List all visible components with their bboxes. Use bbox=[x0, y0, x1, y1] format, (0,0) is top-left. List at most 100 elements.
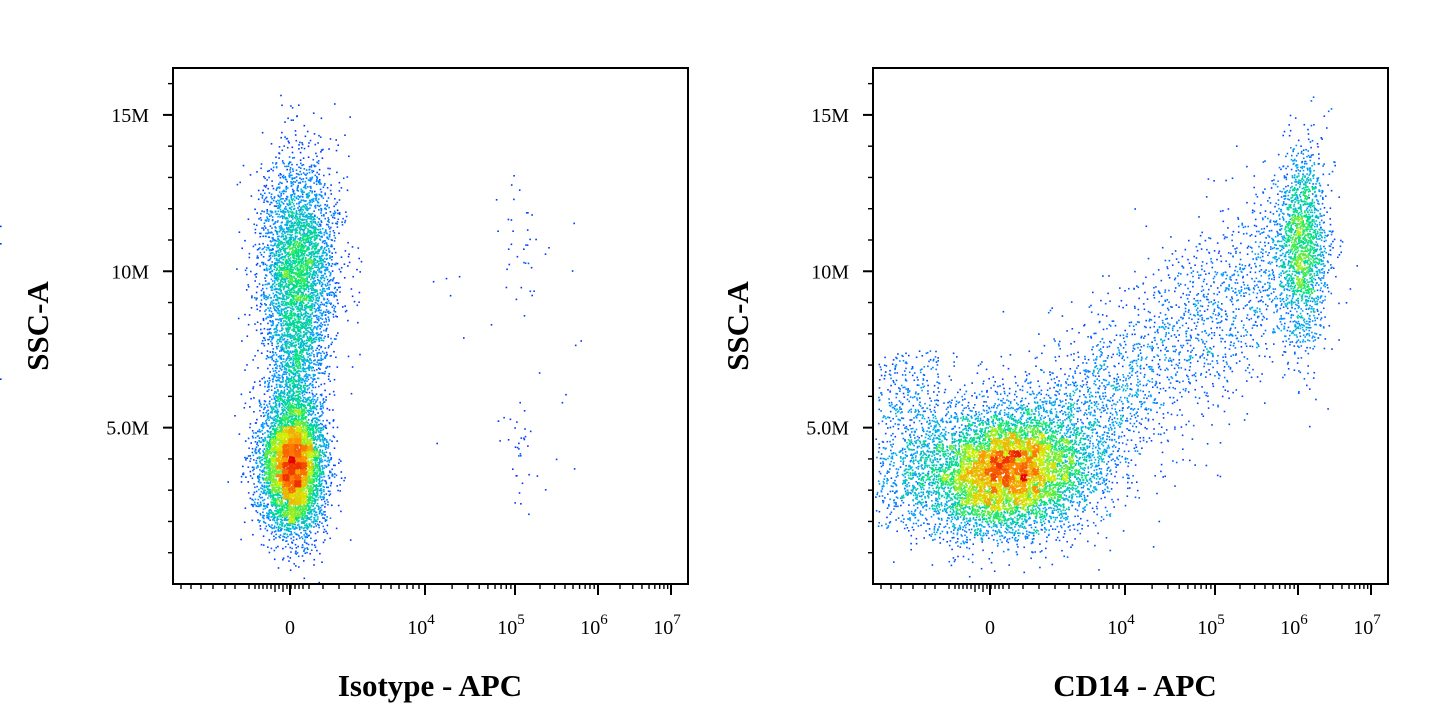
event-dot bbox=[285, 226, 288, 229]
event-dot bbox=[300, 190, 302, 192]
event-dot bbox=[292, 525, 295, 528]
event-dot bbox=[260, 193, 262, 195]
event-dot bbox=[286, 331, 289, 334]
event-dot bbox=[302, 356, 304, 359]
event-dot bbox=[307, 548, 309, 550]
event-dot bbox=[282, 322, 284, 324]
event-dot bbox=[348, 253, 350, 255]
event-dot bbox=[262, 444, 264, 447]
event-dot bbox=[261, 340, 264, 342]
event-dot bbox=[266, 512, 268, 514]
event-dot bbox=[316, 347, 318, 349]
event-dot bbox=[311, 223, 313, 225]
event-dot bbox=[303, 385, 305, 387]
event-dot bbox=[289, 341, 292, 344]
event-dot bbox=[275, 274, 277, 276]
event-dot bbox=[324, 424, 327, 427]
event-dot bbox=[262, 492, 264, 495]
event-dot bbox=[319, 461, 321, 463]
event-dot bbox=[304, 180, 307, 183]
event-dot bbox=[304, 364, 306, 366]
event-dot bbox=[275, 405, 277, 408]
event-dot bbox=[320, 151, 322, 153]
event-dot bbox=[290, 358, 293, 360]
event-dot bbox=[322, 525, 325, 528]
event-dot bbox=[290, 231, 292, 233]
event-dot bbox=[296, 189, 298, 191]
event-dot bbox=[274, 309, 276, 311]
event-dot bbox=[329, 245, 332, 248]
event-dot bbox=[282, 354, 285, 357]
event-dot bbox=[267, 246, 270, 249]
event-dot bbox=[309, 220, 312, 223]
event-dot bbox=[316, 418, 318, 420]
event-dot bbox=[306, 329, 309, 332]
event-dot bbox=[298, 173, 300, 176]
event-dot bbox=[312, 287, 315, 290]
event-dot bbox=[249, 460, 251, 463]
event-dot bbox=[292, 372, 294, 375]
event-dot bbox=[273, 268, 276, 271]
event-dot bbox=[273, 257, 276, 260]
event-dot bbox=[289, 174, 291, 177]
event-dot bbox=[307, 197, 309, 199]
event-dot bbox=[296, 229, 299, 231]
event-dot bbox=[261, 227, 263, 229]
event-dot bbox=[273, 513, 276, 516]
event-dot bbox=[318, 465, 321, 467]
event-dot bbox=[248, 447, 250, 449]
event-dot bbox=[306, 391, 308, 394]
event-dot bbox=[286, 378, 288, 380]
event-dot bbox=[533, 290, 535, 292]
event-dot bbox=[282, 255, 284, 258]
event-dot bbox=[291, 146, 294, 149]
event-dot bbox=[321, 263, 323, 266]
event-dot bbox=[300, 227, 302, 229]
event-dot bbox=[301, 143, 304, 146]
event-dot bbox=[336, 262, 339, 265]
event-dot bbox=[297, 308, 299, 310]
event-dot bbox=[314, 274, 317, 277]
event-dot bbox=[281, 406, 283, 409]
event-dot bbox=[287, 398, 290, 401]
event-dot bbox=[296, 308, 298, 310]
event-dot bbox=[449, 294, 452, 297]
event-dot bbox=[323, 184, 326, 187]
event-dot bbox=[299, 216, 301, 218]
event-dot bbox=[292, 388, 294, 391]
event-dot bbox=[327, 310, 330, 312]
event-dot bbox=[270, 265, 272, 267]
event-dot bbox=[270, 516, 272, 518]
event-dot bbox=[296, 314, 298, 316]
event-dot bbox=[290, 345, 293, 348]
event-dot bbox=[255, 505, 258, 507]
event-dot bbox=[284, 517, 286, 519]
event-dot bbox=[273, 392, 276, 395]
event-dot bbox=[323, 453, 325, 456]
event-dot bbox=[284, 121, 286, 123]
event-dot bbox=[320, 285, 323, 287]
event-dot bbox=[326, 200, 328, 202]
event-dot bbox=[338, 458, 341, 461]
event-dot bbox=[300, 173, 303, 176]
event-dot bbox=[264, 432, 266, 434]
event-dot bbox=[300, 209, 302, 212]
event-dot bbox=[300, 222, 303, 224]
event-dot bbox=[270, 316, 272, 319]
event-dot bbox=[301, 252, 303, 254]
event-dot bbox=[286, 309, 289, 312]
event-dot bbox=[321, 303, 324, 306]
event-dot bbox=[266, 216, 268, 218]
event-dot bbox=[269, 297, 272, 299]
event-dot bbox=[295, 220, 298, 222]
event-dot bbox=[319, 427, 321, 429]
event-dot bbox=[260, 232, 262, 235]
event-dot bbox=[320, 352, 322, 355]
event-dot bbox=[272, 406, 274, 408]
event-dot bbox=[286, 344, 288, 347]
event-dot bbox=[304, 362, 306, 364]
event-dot bbox=[282, 547, 284, 550]
event-dot bbox=[290, 185, 293, 188]
event-dot bbox=[307, 228, 309, 230]
event-dot bbox=[278, 334, 281, 337]
